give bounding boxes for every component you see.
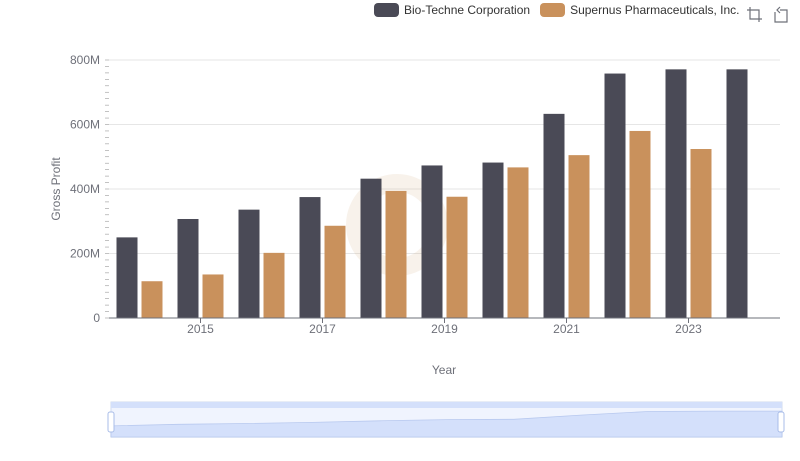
y-tick-label: 400M [70, 182, 100, 196]
legend-item-bio-techne[interactable]: Bio-Techne Corporation [374, 3, 530, 17]
bar-supernus-2023 [690, 149, 712, 318]
y-tick-label: 800M [70, 53, 100, 67]
y-axis: 0 200M 400M 600M 800M [70, 53, 109, 325]
legend-item-supernus[interactable]: Supernus Pharmaceuticals, Inc. [540, 3, 740, 17]
x-tick-label: 2021 [553, 322, 580, 336]
bars [116, 69, 748, 318]
legend: Bio-Techne Corporation Supernus Pharmace… [374, 3, 750, 17]
bar-supernus-2021 [568, 155, 590, 318]
y-axis-label: Gross Profit [49, 157, 63, 221]
slider-handle-left[interactable] [107, 411, 115, 433]
bar-bio-techne-2021 [543, 113, 565, 318]
bar-bio-techne-2024 [726, 69, 748, 318]
bar-supernus-2022 [629, 130, 651, 318]
x-tick-label: 2023 [675, 322, 702, 336]
y-tick-label: 600M [70, 118, 100, 132]
y-tick-label: 200M [70, 247, 100, 261]
slider-preview-area [110, 410, 783, 438]
bar-supernus-2020 [507, 167, 529, 318]
bar-bio-techne-2017 [299, 197, 321, 318]
bar-bio-techne-2015 [177, 218, 199, 318]
bar-supernus-2016 [263, 252, 285, 318]
x-axis-label: Year [432, 363, 456, 377]
bar-bio-techne-2014 [116, 237, 138, 318]
legend-label: Bio-Techne Corporation [404, 3, 531, 17]
bar-bio-techne-2018 [360, 178, 382, 318]
x-tick-label: 2015 [187, 322, 214, 336]
legend-label: Supernus Pharmaceuticals, Inc. [570, 3, 740, 17]
bar-bio-techne-2020 [482, 162, 504, 318]
bar-bio-techne-2022 [604, 73, 626, 318]
restore-icon[interactable] [772, 6, 789, 23]
bar-supernus-2018 [385, 190, 407, 318]
legend-swatch [540, 3, 566, 17]
legend-swatch [374, 3, 399, 17]
slider-top-bar[interactable] [111, 402, 782, 408]
bar-bio-techne-2016 [238, 209, 260, 318]
toolbox [746, 6, 789, 23]
x-axis: 2015 2017 2019 2021 2023 [109, 317, 780, 336]
data-zoom-slider[interactable] [107, 401, 785, 438]
bar-supernus-2015 [202, 274, 224, 318]
bar-supernus-2014 [141, 281, 163, 318]
slider-handle-right[interactable] [777, 411, 785, 433]
x-tick-label: 2019 [431, 322, 458, 336]
data-zoom-icon[interactable] [746, 6, 763, 23]
x-tick-label: 2017 [309, 322, 336, 336]
bar-supernus-2019 [446, 196, 468, 318]
bar-bio-techne-2019 [421, 165, 443, 318]
y-tick-label: 0 [93, 311, 100, 325]
bar-bio-techne-2023 [665, 69, 687, 318]
bar-supernus-2017 [324, 225, 346, 318]
